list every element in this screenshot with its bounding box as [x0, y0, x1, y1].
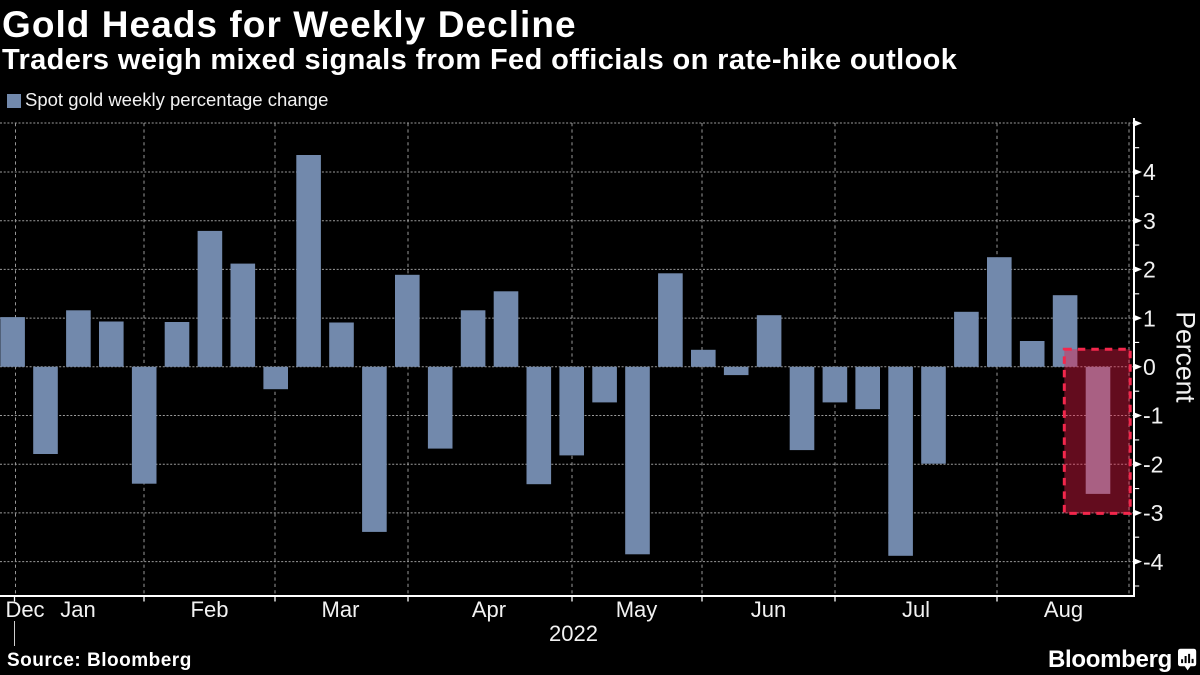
svg-text:-1: -1 — [1143, 403, 1163, 429]
svg-text:-4: -4 — [1143, 549, 1164, 575]
svg-text:Mar: Mar — [322, 597, 360, 622]
svg-text:-3: -3 — [1143, 500, 1163, 526]
svg-text:Feb: Feb — [191, 597, 229, 622]
svg-text:Dec: Dec — [5, 597, 44, 622]
svg-text:4: 4 — [1143, 159, 1156, 185]
svg-text:Jan: Jan — [60, 597, 95, 622]
svg-text:Apr: Apr — [472, 597, 506, 622]
svg-text:Jul: Jul — [902, 597, 930, 622]
svg-text:1: 1 — [1143, 305, 1156, 331]
svg-text:Bloomberg: Bloomberg — [1048, 646, 1172, 673]
svg-text:2: 2 — [1143, 257, 1156, 283]
svg-text:Jun: Jun — [751, 597, 786, 622]
svg-text:2022: 2022 — [549, 621, 598, 646]
svg-text:3: 3 — [1143, 208, 1156, 234]
svg-text:Aug: Aug — [1044, 597, 1083, 622]
svg-text:-2: -2 — [1143, 451, 1163, 477]
svg-text:May: May — [616, 597, 658, 622]
svg-text:Percent: Percent — [1171, 311, 1200, 403]
svg-text:0: 0 — [1143, 354, 1156, 380]
